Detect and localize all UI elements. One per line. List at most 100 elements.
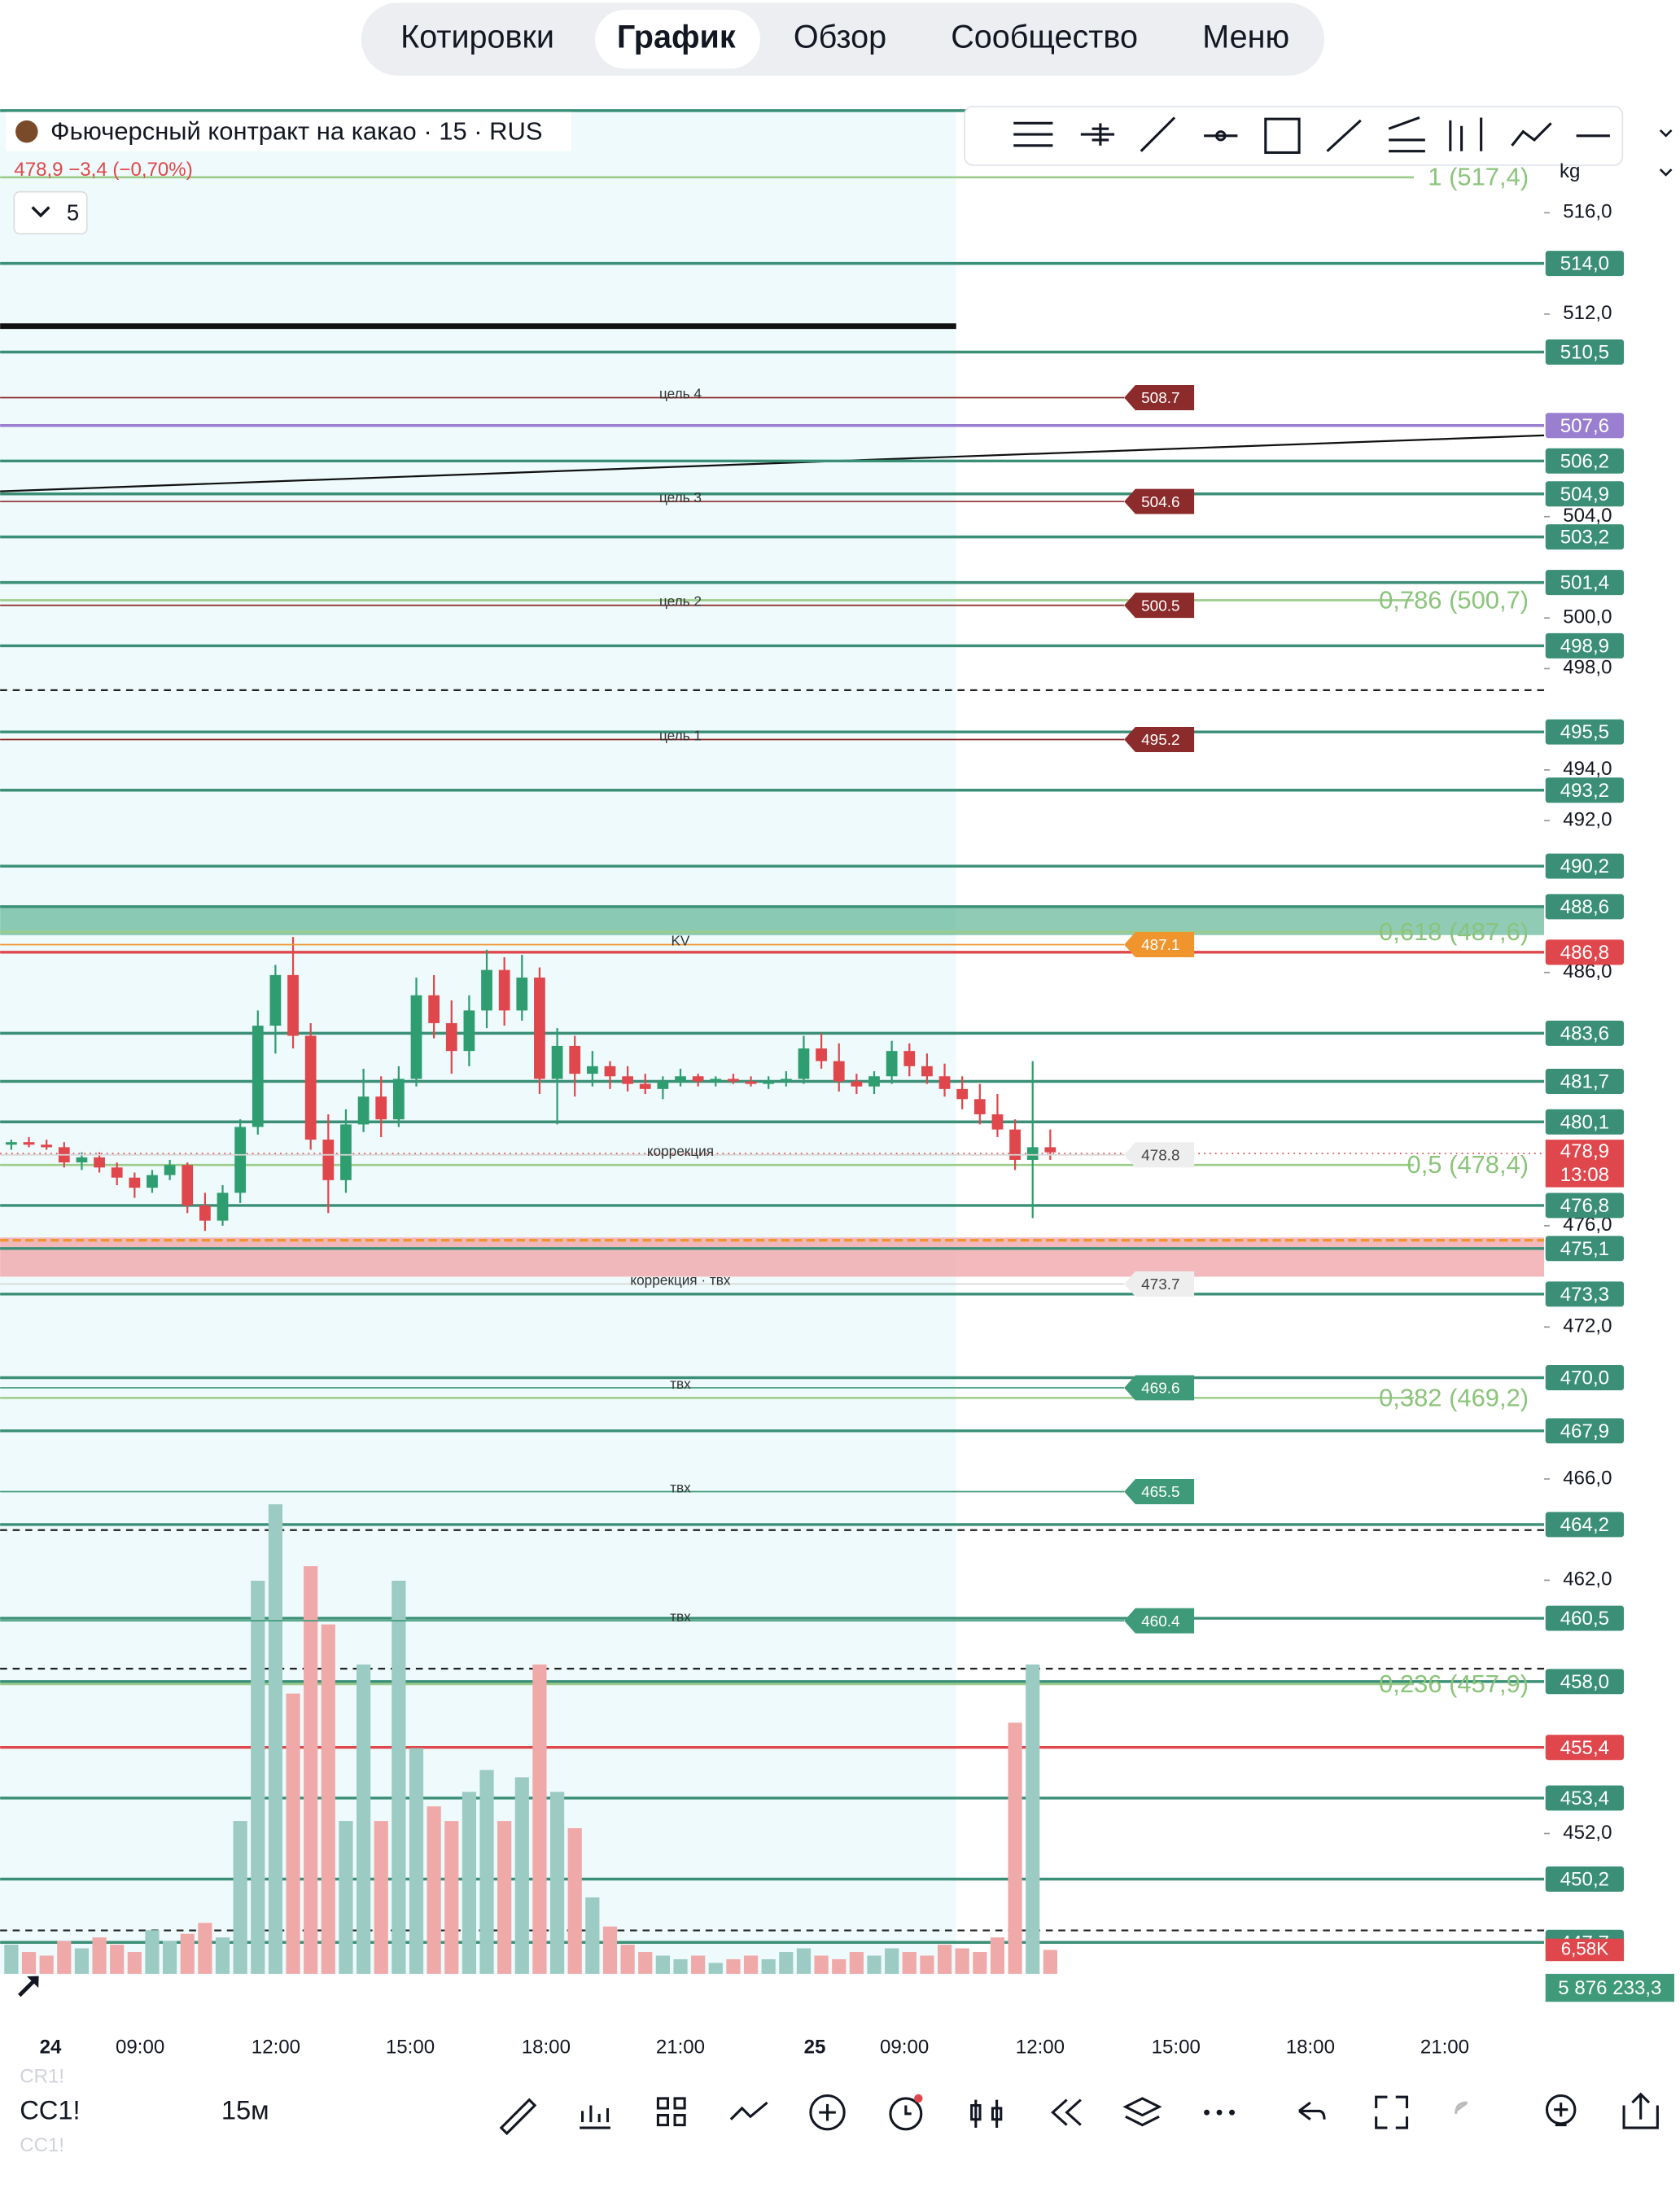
level-label: 510,5 [1560,342,1609,364]
volume-bar [620,1945,635,1974]
level-label-bg [1545,1785,1625,1811]
candle-body [481,969,492,1011]
target-value: 478.8 [1141,1147,1179,1164]
fib-label: 0,5 (478,4) [1407,1150,1529,1179]
level-label: 470,0 [1560,1368,1609,1389]
level-label-bg [1545,939,1625,965]
candle-body [763,1081,775,1084]
tool-icon[interactable] [1622,2092,1659,2129]
tool-icon[interactable] [1140,116,1176,152]
tool-icon[interactable] [499,2098,537,2136]
candle-body [340,1124,352,1180]
tool-icon[interactable] [970,2103,982,2121]
volume-bar [356,1664,371,1974]
tool-icon[interactable] [819,2103,836,2121]
y-tick-label: 452,0 [1563,1822,1612,1844]
alert-dot [914,2094,923,2103]
candle-body [445,1022,457,1052]
tool-icon[interactable] [809,2094,846,2131]
price-axis: 516,0512,0504,0500,0498,0494,0492,0486,0… [1544,201,1674,2002]
tool-icon[interactable] [1215,130,1227,142]
volume-bar [673,1958,688,1974]
tool-icon[interactable] [1122,2097,1162,2127]
tool-icon[interactable] [1298,2101,1326,2120]
interval[interactable]: 15м [221,2095,269,2125]
indicators-toggle[interactable] [13,190,88,235]
tool-icon[interactable] [1388,116,1425,153]
y-tick-label: 512,0 [1563,302,1612,324]
candle-body [692,1076,704,1082]
target-tag [1124,1608,1195,1634]
target-tag [1124,1271,1195,1297]
level-label-bg [1545,1236,1625,1262]
candle-body [569,1045,581,1074]
volume-bar [392,1580,406,1974]
red-zone [0,1237,1545,1277]
tool-icon[interactable] [729,2101,768,2120]
volume-bar [832,1958,847,1974]
candle-body [304,1035,317,1140]
tool-icon[interactable] [1013,121,1053,147]
target-tag [1124,1375,1195,1401]
candle-body [586,1066,598,1074]
tool-icon[interactable] [1229,2109,1235,2116]
volume-bar [180,1933,195,1974]
candle-body [111,1167,123,1178]
tool-icon[interactable] [889,2097,923,2131]
volume-bar [110,1945,125,1974]
nav-tab[interactable]: Котировки [400,20,554,55]
volume-bar [990,1937,1005,1974]
tool-icon[interactable] [1455,2101,1468,2114]
volume-bar [4,1945,19,1974]
volume-bar [885,1948,899,1974]
nav-tab[interactable]: Сообщество [951,20,1138,55]
level-label: 506,2 [1560,450,1609,472]
nav-active [595,10,760,69]
candle-body [1009,1129,1021,1160]
candle-body [234,1127,247,1193]
target-name: цель 3 [659,489,702,505]
volume-bar [444,1821,459,1974]
tool-icon[interactable] [991,2107,1003,2121]
volume-bar [127,1952,142,1974]
tool-icon[interactable] [1264,117,1301,155]
nav-tab[interactable]: Меню [1202,20,1289,55]
volume-bar [779,1952,794,1974]
tool-icon[interactable] [1545,2094,1577,2125]
tool-icon[interactable] [1554,2103,1568,2127]
volume-bar [21,1952,37,1974]
candle-body [710,1079,722,1082]
level-label-bg [1545,1418,1625,1444]
candle-body [23,1142,35,1145]
target-tag [1124,385,1195,410]
level-label-bg [1545,339,1625,365]
level-label-bg [1545,777,1625,803]
tool-icon[interactable] [904,2105,912,2116]
tool-icon[interactable] [1204,2109,1210,2116]
candle-body [76,1157,88,1163]
tool-icon[interactable] [1216,2109,1223,2116]
tool-icon[interactable] [1449,117,1483,151]
tool-icon[interactable] [1511,122,1552,147]
volume-bar [867,1955,882,1974]
symbol[interactable]: CC1! [20,2095,80,2125]
tool-icon[interactable] [656,2097,686,2127]
target-value: 504.6 [1141,494,1179,511]
target-name: коррекция · твх [630,1271,730,1288]
candle-body [94,1157,105,1168]
level-label-bg [1545,1069,1625,1094]
target-tag [1124,932,1195,957]
tool-icon[interactable] [1326,119,1362,152]
level-label: 488,6 [1560,896,1609,918]
tool-icon[interactable] [1051,2098,1082,2126]
nav-tab[interactable]: Обзор [794,20,886,55]
quote: 478,9 −3,4 (−0,70%) [14,159,192,181]
volume-bar [251,1580,265,1974]
tool-icon[interactable] [1080,123,1115,146]
tool-icon[interactable] [580,2105,610,2129]
nav-tab[interactable]: График [617,20,736,55]
tool-icon[interactable] [1375,2095,1409,2129]
x-tick-label: 12:00 [252,2036,300,2058]
x-tick-label: 09:00 [880,2036,929,2058]
